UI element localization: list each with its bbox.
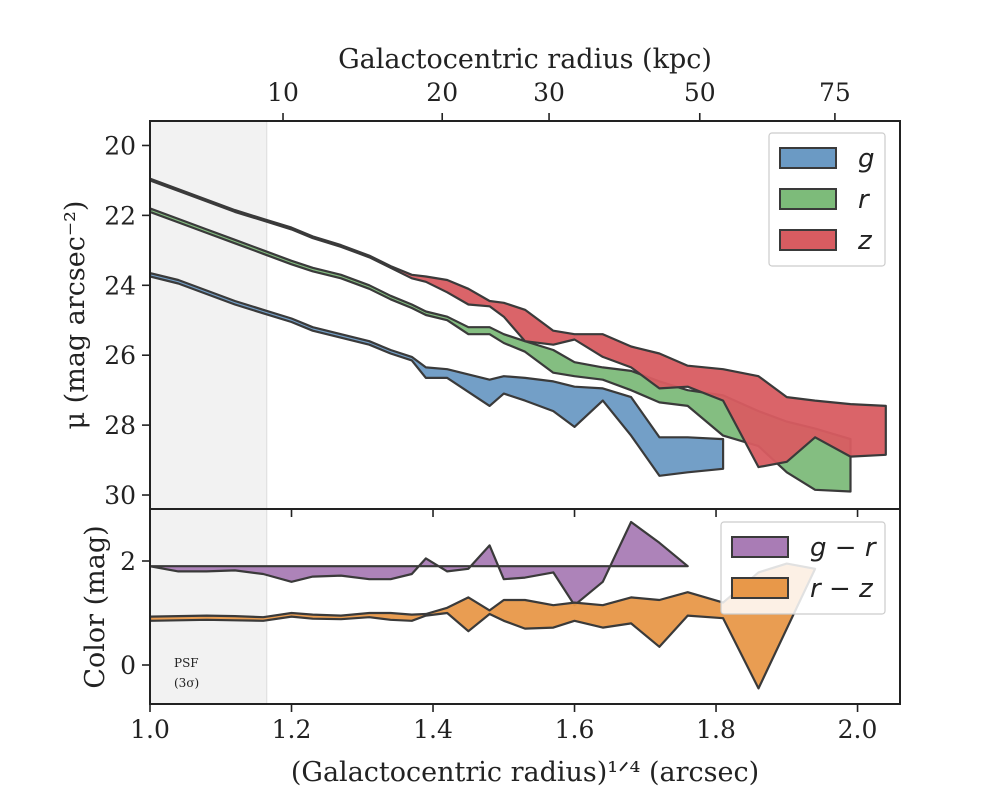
top-psf-region <box>150 121 267 509</box>
bottom-legend-swatch-2 <box>731 577 789 599</box>
top-kpc-tick-label-30: 30 <box>533 78 565 107</box>
x-tick-label-1.4: 1.4 <box>413 715 453 744</box>
bottom-legend-label-2: r − z <box>810 574 874 604</box>
top-band-1 <box>150 272 725 477</box>
top-ytick-label-22: 22 <box>104 201 136 230</box>
bottom-panel: 0 2 1.0 1.2 1.4 1.6 1.8 2.0 g − r r − z <box>120 508 901 744</box>
top-legend-swatch-3 <box>779 229 837 251</box>
top-kpc-tick-label-50: 50 <box>684 78 716 107</box>
top-legend-swatch-1 <box>779 147 837 169</box>
top-x-axis-label: Galactocentric radius (kpc) <box>338 44 712 75</box>
bottom-frame <box>149 508 901 705</box>
bottom-psf-region <box>150 509 267 704</box>
top-legend-label-1: g <box>858 144 875 174</box>
psf-annotation-line2: (3σ) <box>174 676 199 690</box>
top-legend-swatch-2 <box>779 188 837 210</box>
top-y-axis-label: μ (mag arcsec⁻²) <box>60 201 91 430</box>
top-ytick-label-24: 24 <box>104 271 136 300</box>
bottom-legend-label-1: g − r <box>810 533 878 563</box>
bottom-ytick-label-0: 0 <box>120 651 136 680</box>
x-tick-label-1.8: 1.8 <box>696 715 736 744</box>
bottom-ytick-label-2: 2 <box>120 547 136 576</box>
top-ytick-label-26: 26 <box>104 341 136 370</box>
bottom-band-1 <box>150 520 689 607</box>
top-legend-label-2: r <box>858 185 871 215</box>
x-tick-label-1.6: 1.6 <box>555 715 595 744</box>
top-ytick-label-20: 20 <box>104 131 136 160</box>
x-tick-label-1.2: 1.2 <box>272 715 312 744</box>
top-kpc-tick-label-75: 75 <box>819 78 851 107</box>
psf-annotation-line1: PSF <box>174 656 199 670</box>
top-kpc-tick-label-10: 10 <box>267 78 299 107</box>
bottom-x-axis-label: (Galactocentric radius)¹ᐟ⁴ (arcsec) <box>291 757 759 788</box>
top-legend-label-3: z <box>857 226 873 256</box>
top-panel: 20 22 24 26 28 30 10 20 30 50 75 grz <box>104 78 901 517</box>
top-ytick-label-30: 30 <box>104 481 136 510</box>
bottom-y-axis-label: Color (mag) <box>80 525 111 688</box>
top-ytick-label-28: 28 <box>104 411 136 440</box>
top-band-3 <box>150 177 887 469</box>
bottom-legend-swatch-1 <box>731 536 789 558</box>
x-tick-label-1.0: 1.0 <box>130 715 170 744</box>
top-kpc-tick-label-20: 20 <box>426 78 458 107</box>
x-tick-label-2.0: 2.0 <box>838 715 878 744</box>
